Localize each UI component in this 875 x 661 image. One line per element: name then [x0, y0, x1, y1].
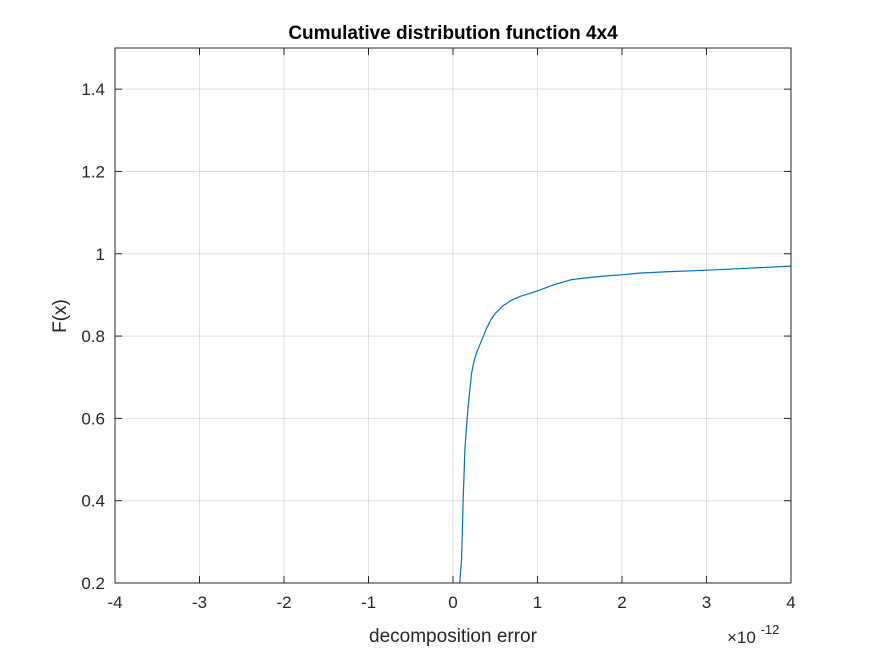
x-tick-label: 2 — [617, 593, 626, 612]
x-exponent-base: ×10 — [727, 628, 756, 647]
y-tick-labels: 0.2 0.4 0.6 0.8 1 1.2 1.4 — [81, 80, 105, 593]
y-tick-label: 1.4 — [81, 80, 105, 99]
y-tick-label: 0.2 — [81, 574, 105, 593]
x-tick-label: -4 — [107, 593, 122, 612]
y-axis-label: F(x) — [50, 299, 71, 333]
x-tick-label: 1 — [533, 593, 542, 612]
x-grid-lines — [199, 48, 707, 583]
x-tick-label: -2 — [276, 593, 291, 612]
chart-title: Cumulative distribution function 4x4 — [288, 23, 618, 44]
x-tick-label: 0 — [448, 593, 457, 612]
x-tick-label: 4 — [786, 593, 795, 612]
x-axis-label: decomposition error — [369, 626, 538, 647]
x-exponent-power: -12 — [761, 622, 780, 637]
y-tick-label: 1 — [96, 245, 105, 264]
y-grid-lines — [115, 88, 791, 502]
y-tick-label: 0.4 — [81, 492, 105, 511]
y-tick-label: 1.2 — [81, 162, 105, 181]
x-tick-marks — [114, 48, 792, 583]
x-tick-labels: -4 -3 -2 -1 0 1 2 3 4 — [107, 593, 795, 612]
x-tick-label: 3 — [702, 593, 711, 612]
y-tick-label: 0.8 — [81, 327, 105, 346]
x-tick-label: -1 — [361, 593, 376, 612]
y-tick-label: 0.6 — [81, 409, 105, 428]
x-exponent-label: ×10 -12 — [727, 622, 779, 647]
cdf-series-line — [459, 265, 792, 584]
y-tick-marks — [115, 88, 791, 584]
x-tick-label: -3 — [192, 593, 207, 612]
series-layer — [459, 265, 792, 584]
